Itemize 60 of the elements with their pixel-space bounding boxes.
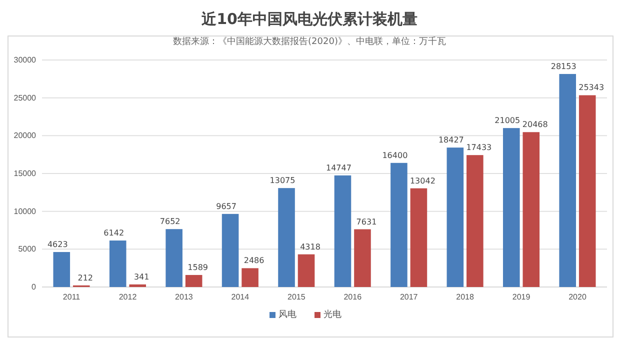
chart-title: 近10年中国风电光伏累计装机量 <box>200 10 418 28</box>
x-tick-label: 2013 <box>175 292 194 302</box>
x-tick-label: 2016 <box>344 292 362 302</box>
data-label: 6142 <box>104 228 124 238</box>
data-label: 7631 <box>356 217 377 226</box>
bar <box>129 284 146 287</box>
x-tick-label: 2018 <box>456 292 474 302</box>
bar <box>559 74 576 287</box>
bar <box>446 148 464 287</box>
x-tick-label: 2012 <box>118 292 138 302</box>
bar <box>166 229 182 287</box>
data-label: 341 <box>134 272 150 282</box>
bar <box>298 254 315 287</box>
bar <box>522 132 540 287</box>
bar <box>185 274 202 287</box>
x-tick-label: 2015 <box>287 292 306 302</box>
x-tick-label: 2017 <box>400 292 418 302</box>
chart-subtitle: 数据来源：《中国能源大数据报告(2020)》、中电联，单位：万千瓦 <box>173 36 446 47</box>
x-tick-label: 2020 <box>568 292 587 302</box>
data-label: 14747 <box>326 163 352 172</box>
legend-label: 光电 <box>324 309 342 320</box>
bar <box>109 240 126 287</box>
bar <box>222 214 239 287</box>
y-tick-label: 30000 <box>14 56 37 65</box>
bar <box>410 188 428 287</box>
bar <box>466 155 484 287</box>
x-tick-label: 2014 <box>231 292 250 302</box>
data-label: 4623 <box>47 240 68 250</box>
bar <box>354 229 371 287</box>
x-tick-label: 2011 <box>62 292 81 302</box>
bar <box>242 268 258 287</box>
data-label: 28153 <box>550 62 576 71</box>
data-label: 2486 <box>244 256 264 266</box>
bar <box>502 128 520 287</box>
data-label: 1589 <box>188 262 208 272</box>
y-tick-label: 5000 <box>18 244 37 254</box>
bar <box>334 175 352 287</box>
data-label: 212 <box>78 273 94 282</box>
data-label: 7652 <box>160 217 180 226</box>
data-label: 16400 <box>382 150 408 160</box>
legend-label: 风电 <box>278 309 296 320</box>
data-label: 21005 <box>494 116 520 126</box>
y-tick-label: 0 <box>32 282 37 292</box>
y-tick-label: 15000 <box>14 169 37 178</box>
data-label: 20468 <box>522 120 548 130</box>
bar <box>390 162 408 287</box>
y-tick-label: 25000 <box>14 93 37 102</box>
y-tick-label: 20000 <box>14 131 37 140</box>
data-label: 18427 <box>438 136 464 145</box>
data-label: 17433 <box>466 143 492 152</box>
data-label: 4318 <box>300 242 320 252</box>
y-tick-label: 10000 <box>14 206 37 216</box>
data-label: 25343 <box>578 83 604 92</box>
x-tick-label: 2019 <box>512 292 531 302</box>
data-label: 9657 <box>216 202 236 211</box>
data-label: 13075 <box>270 176 296 186</box>
bar <box>578 95 596 287</box>
bar <box>53 252 70 287</box>
bar <box>278 188 295 287</box>
data-label: 13042 <box>410 176 436 186</box>
